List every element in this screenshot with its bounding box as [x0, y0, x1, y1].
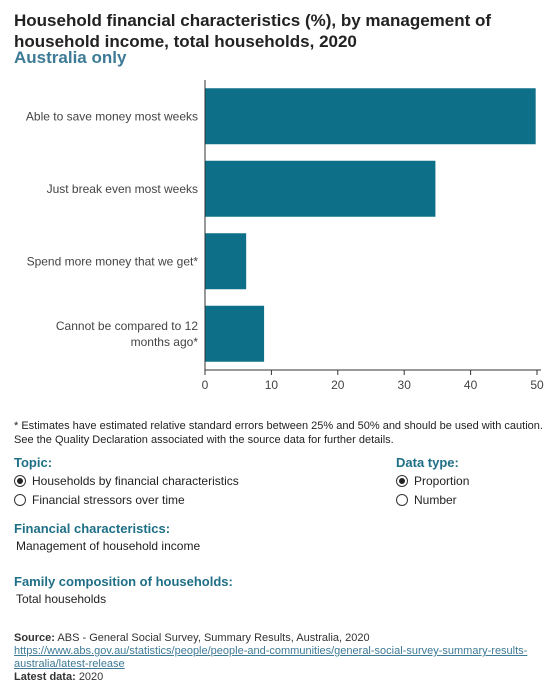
source-text: ABS - General Social Survey, Summary Res… — [57, 632, 370, 644]
latest-data-value: 2020 — [78, 671, 104, 683]
data-type-label: Data type: — [396, 455, 459, 470]
radio-unselected-icon[interactable] — [396, 493, 408, 506]
data-type-option-label: Proportion — [414, 473, 470, 488]
bar[interactable] — [205, 233, 247, 290]
category-label: Cannot be compared to 12 months ago* — [56, 319, 198, 349]
footnote: * Estimates have estimated relative stan… — [14, 419, 550, 447]
family-composition-label: Family composition of households: — [14, 574, 233, 589]
bar[interactable] — [205, 305, 265, 362]
topic-option-stressors[interactable]: Financial stressors over time — [14, 491, 239, 508]
footnote-line-1: * Estimates have estimated relative stan… — [14, 420, 543, 432]
financial-characteristics-value[interactable]: Management of household income — [16, 539, 201, 553]
x-tick-label: 0 — [202, 378, 209, 392]
data-type-group: Data type: Proportion Number — [396, 455, 469, 508]
chart-title: Household financial characteristics (%),… — [14, 11, 492, 51]
family-composition: Family composition of households: Total … — [14, 574, 233, 606]
x-tick-label: 50 — [530, 378, 544, 392]
topic-option-households[interactable]: Households by financial characteristics — [14, 472, 239, 489]
topic-group: Topic: Households by financial character… — [14, 455, 239, 508]
radio-unselected-icon[interactable] — [14, 493, 26, 506]
x-tick-label: 20 — [331, 378, 345, 392]
category-label: Spend more money that we get* — [27, 254, 199, 268]
x-tick-label: 10 — [265, 378, 279, 392]
bar-chart: Able to save money most weeks Just break … — [26, 80, 544, 392]
source-label: Source: — [14, 632, 55, 644]
topic-option-label: Households by financial characteristics — [32, 473, 239, 488]
data-type-option-label: Number — [414, 492, 457, 507]
topic-option-label: Financial stressors over time — [32, 492, 185, 507]
topic-label: Topic: — [14, 455, 53, 470]
category-label: Just break even most weeks — [47, 182, 198, 196]
chart-subtitle: Australia only — [14, 48, 127, 67]
source-link-line-2[interactable]: australia/latest-release — [14, 658, 125, 670]
family-composition-value[interactable]: Total households — [16, 592, 107, 606]
footnote-line-2: See the Quality Declaration associated w… — [14, 434, 394, 446]
source-block: Source: ABS - General Social Survey, Sum… — [14, 632, 554, 684]
bar[interactable] — [205, 88, 536, 145]
latest-data-label: Latest data: — [14, 671, 76, 683]
x-tick-label: 30 — [398, 378, 412, 392]
financial-characteristics-label: Financial characteristics: — [14, 521, 171, 536]
data-type-option-number[interactable]: Number — [396, 491, 469, 508]
bar[interactable] — [205, 160, 436, 217]
radio-selected-icon[interactable] — [396, 474, 408, 487]
radio-selected-icon[interactable] — [14, 474, 26, 487]
financial-characteristics: Financial characteristics: Management of… — [14, 521, 200, 553]
x-tick-label: 40 — [464, 378, 478, 392]
source-link-line-1[interactable]: https://www.abs.gov.au/statistics/people… — [14, 645, 528, 657]
data-type-option-proportion[interactable]: Proportion — [396, 472, 469, 489]
category-label: Able to save money most weeks — [26, 109, 198, 123]
